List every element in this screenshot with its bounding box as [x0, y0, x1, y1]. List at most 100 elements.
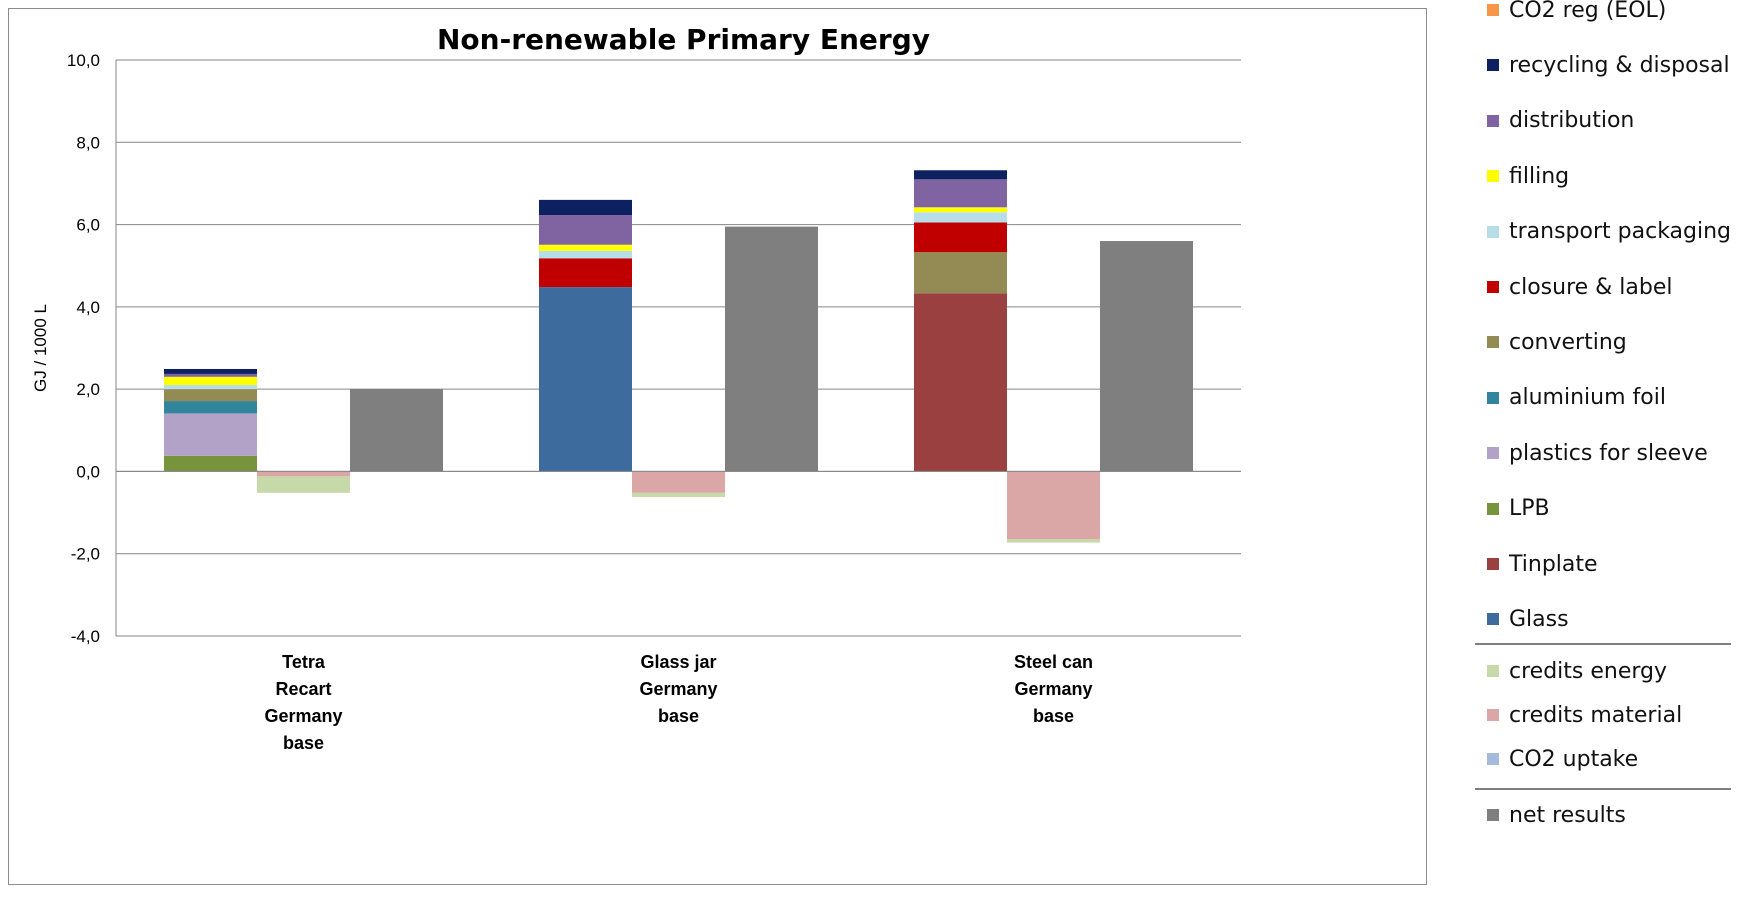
- credit-bar-segment: [632, 471, 725, 493]
- legend-label: net results: [1509, 802, 1626, 828]
- y-tick-label: 0,0: [76, 462, 100, 481]
- legend-item: credits energy: [1487, 658, 1668, 684]
- legend-label: converting: [1509, 329, 1627, 355]
- legend-label: Tinplate: [1509, 551, 1598, 577]
- legend-item: plastics for sleeve: [1487, 440, 1708, 466]
- legend-swatch: [1487, 665, 1499, 677]
- bar-segment: [914, 207, 1007, 213]
- y-axis-label: GJ / 1000 L: [31, 304, 50, 392]
- legend-swatch: [1487, 502, 1499, 515]
- bar-segment: [539, 215, 632, 245]
- legend-label: recycling & disposal: [1509, 52, 1730, 78]
- x-tick-label: Germany: [1014, 679, 1092, 699]
- legend-label: aluminium foil: [1509, 385, 1666, 411]
- legend-swatch: [1487, 809, 1499, 821]
- legend-label: transport packaging: [1509, 219, 1732, 245]
- bar-segment: [539, 199, 632, 216]
- bar-segment: [539, 250, 632, 259]
- bar-segment: [539, 258, 632, 288]
- legend-item: credits material: [1487, 702, 1683, 728]
- x-tick-label: base: [1033, 706, 1074, 726]
- credit-bar-segment: [257, 471, 350, 477]
- chart-plot: Non-renewable Primary Energy 10,0 8,0 6,0 4,…: [31, 23, 1241, 753]
- legend-item: filling: [1487, 163, 1570, 189]
- legend-label: distribution: [1509, 108, 1635, 134]
- bar-segment: [164, 455, 257, 472]
- chart-legend: CO2 reg (EOL) recycling & disposal distrib…: [1475, 0, 1742, 917]
- bar-segment: [914, 212, 1007, 223]
- y-tick-label: 10,0: [67, 51, 100, 70]
- net-result-bar: [725, 226, 818, 472]
- y-tick-label: -2,0: [71, 545, 100, 564]
- x-tick-label: Tetra: [282, 652, 326, 672]
- bar-segment: [164, 373, 257, 377]
- y-tick-label: 6,0: [76, 216, 100, 235]
- bar-segment: [539, 244, 632, 251]
- x-tick-label: base: [658, 706, 699, 726]
- bar-segment: [914, 293, 1007, 472]
- bar-segment: [914, 222, 1007, 253]
- legend-label: CO2 reg (EOL): [1509, 0, 1667, 23]
- x-tick-label: Germany: [264, 706, 342, 726]
- credit-bar-segment: [632, 492, 725, 497]
- net-result-bar: [350, 389, 443, 472]
- legend-label: CO2 uptake: [1509, 746, 1639, 772]
- bar-segment: [164, 368, 257, 374]
- y-tick-label: 4,0: [76, 298, 100, 317]
- legend-swatch: [1487, 613, 1499, 626]
- credit-bar-segment: [1007, 539, 1100, 543]
- x-tick-label: Germany: [639, 679, 717, 699]
- x-tick-label: Glass jar: [640, 652, 716, 672]
- credit-bar-segment: [257, 476, 350, 493]
- legend-item: aluminium foil: [1487, 385, 1666, 411]
- bar-segment: [914, 252, 1007, 294]
- legend-label: plastics for sleeve: [1509, 440, 1708, 466]
- legend-item: distribution: [1487, 108, 1635, 134]
- y-tick-label: -4,0: [71, 627, 100, 646]
- legend-swatch: [1487, 558, 1499, 570]
- legend-swatch: [1487, 114, 1499, 127]
- legend-swatch: [1487, 281, 1499, 293]
- x-tick-label: base: [283, 733, 324, 753]
- legend-item: Tinplate: [1487, 551, 1598, 577]
- legend-item: recycling & disposal: [1487, 52, 1730, 78]
- legend-label: Glass: [1509, 606, 1569, 632]
- x-tick-label: Recart: [275, 679, 331, 699]
- legend-separator: [1475, 643, 1731, 645]
- legend-item: Glass: [1487, 606, 1569, 632]
- chart-title: Non-renewable Primary Energy: [437, 23, 930, 56]
- credit-bar-segment: [1007, 471, 1100, 540]
- legend-swatch: [1487, 447, 1499, 460]
- legend-swatch: [1487, 709, 1499, 721]
- chart-area: Non-renewable Primary Energy 10,0 8,0 6,0 4,…: [8, 8, 1427, 885]
- legend-separator: [1475, 788, 1731, 790]
- bar-segment: [164, 401, 257, 414]
- legend-swatch: [1487, 4, 1499, 16]
- x-tick-label: Steel can: [1014, 652, 1093, 672]
- y-tick-label: 2,0: [76, 380, 100, 399]
- bar-segment: [164, 389, 257, 402]
- legend-swatch: [1487, 336, 1499, 349]
- legend-swatch: [1487, 753, 1499, 765]
- legend-label: credits energy: [1509, 658, 1668, 684]
- legend-item: CO2 uptake: [1487, 746, 1639, 772]
- bar-segment: [164, 413, 257, 456]
- legend-item: closure & label: [1487, 274, 1673, 300]
- legend-label: closure & label: [1509, 274, 1673, 300]
- legend-item: converting: [1487, 329, 1627, 355]
- legend-swatch: [1487, 59, 1499, 72]
- legend-label: credits material: [1509, 702, 1683, 728]
- bar-segment: [539, 287, 632, 472]
- legend-swatch: [1487, 225, 1499, 238]
- legend-swatch: [1487, 170, 1499, 183]
- legend-label: LPB: [1509, 496, 1550, 522]
- legend-item: transport packaging: [1487, 219, 1732, 245]
- legend-label: filling: [1509, 163, 1570, 189]
- bar-segment: [164, 376, 257, 386]
- legend-item: LPB: [1487, 496, 1550, 522]
- bar-segment: [164, 385, 257, 390]
- legend-item: net results: [1487, 802, 1626, 828]
- bar-segment: [914, 170, 1007, 180]
- bar-segment: [914, 179, 1007, 208]
- legend-swatch: [1487, 391, 1499, 404]
